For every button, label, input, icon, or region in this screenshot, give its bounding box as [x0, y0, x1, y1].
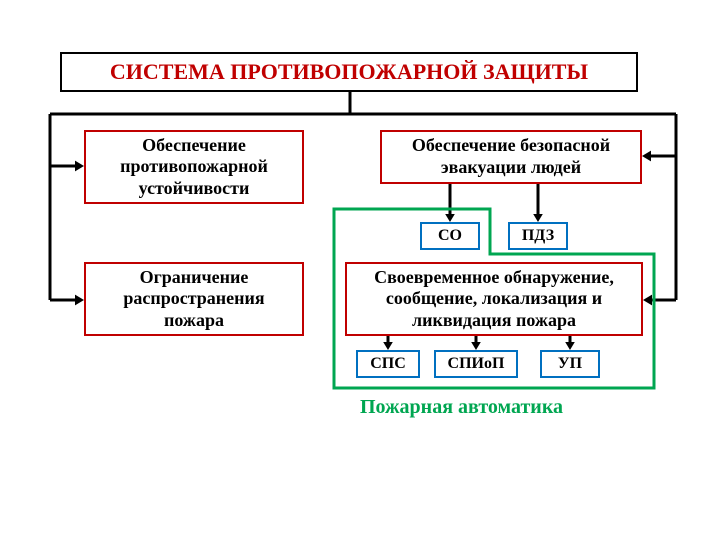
- node-spread: Ограничение распространения пожара: [84, 262, 304, 336]
- node-pdz-text: ПДЗ: [522, 226, 554, 245]
- automation-group-label: Пожарная автоматика: [360, 396, 563, 419]
- node-sps: СПС: [356, 350, 420, 378]
- node-spiop: СПИоП: [434, 350, 518, 378]
- node-sps-text: СПС: [370, 354, 406, 373]
- node-so: СО: [420, 222, 480, 250]
- diagram-title-text: СИСТЕМА ПРОТИВОПОЖАРНОЙ ЗАЩИТЫ: [110, 59, 588, 85]
- diagram-stage: СИСТЕМА ПРОТИВОПОЖАРНОЙ ЗАЩИТЫ Обеспечен…: [0, 0, 720, 540]
- node-stability: Обеспечение противопожарной устойчивости: [84, 130, 304, 204]
- node-spiop-text: СПИоП: [448, 354, 505, 373]
- node-evac-text: Обеспечение безопасной эвакуации людей: [388, 135, 634, 178]
- diagram-title: СИСТЕМА ПРОТИВОПОЖАРНОЙ ЗАЩИТЫ: [60, 52, 638, 92]
- node-spread-text: Ограничение распространения пожара: [92, 267, 296, 332]
- automation-group-label-text: Пожарная автоматика: [360, 396, 563, 418]
- node-evac: Обеспечение безопасной эвакуации людей: [380, 130, 642, 184]
- node-detect-text: Своевременное обнаружение, сообщение, ло…: [353, 267, 635, 332]
- node-detect: Своевременное обнаружение, сообщение, ло…: [345, 262, 643, 336]
- node-pdz: ПДЗ: [508, 222, 568, 250]
- node-so-text: СО: [438, 226, 462, 245]
- node-up-text: УП: [558, 354, 582, 373]
- node-up: УП: [540, 350, 600, 378]
- node-stability-text: Обеспечение противопожарной устойчивости: [92, 135, 296, 200]
